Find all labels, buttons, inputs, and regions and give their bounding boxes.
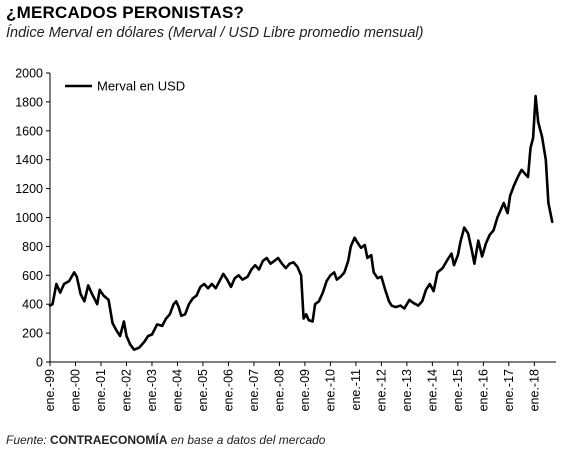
- footer-prefix: Fuente:: [6, 433, 51, 447]
- x-tick-label: ene.-16: [476, 369, 490, 411]
- x-tick-label: ene.-06: [221, 369, 235, 411]
- y-tick-label: 1000: [15, 211, 43, 225]
- x-tick-label: ene.-02: [119, 369, 133, 411]
- x-tick-label: ene.-17: [502, 369, 516, 411]
- x-tick-label: ene.-07: [247, 369, 261, 411]
- y-tick-label: 200: [22, 327, 43, 341]
- y-tick-label: 400: [22, 298, 43, 312]
- legend-label: Merval en USD: [97, 79, 185, 94]
- y-tick-label: 2000: [15, 67, 43, 81]
- x-tick-label: ene.-14: [425, 369, 439, 411]
- x-tick-label: ene.-13: [400, 369, 414, 411]
- x-tick-label: ene.-99: [43, 369, 57, 411]
- x-tick-label: ene.-05: [196, 369, 210, 411]
- chart-subtitle: Índice Merval en dólares (Merval / USD L…: [6, 25, 424, 41]
- chart-title: ¿MERCADOS PERONISTAS?: [6, 3, 245, 22]
- footer-suffix: en base a datos del mercado: [167, 433, 326, 447]
- y-tick-label: 1200: [15, 182, 43, 196]
- x-tick-label: ene.-11: [349, 369, 363, 411]
- x-tick-label: ene.-12: [374, 369, 388, 411]
- x-tick-label: ene.-01: [94, 369, 108, 411]
- x-tick-label: ene.-00: [68, 369, 82, 411]
- x-tick-label: ene.-04: [170, 369, 184, 411]
- x-tick-label: ene.-09: [298, 369, 312, 411]
- footer-source-note: Fuente: CONTRAECONOMÍA en base a datos d…: [6, 433, 325, 447]
- chart-svg: 0 200 400 600 800 1000 1200 1400 1600 1800 2000 ene…: [15, 67, 556, 411]
- footer-source: CONTRAECONOMÍA: [50, 433, 168, 447]
- x-tick-label: ene.-08: [272, 369, 286, 411]
- y-tick-label: 800: [22, 240, 43, 254]
- y-tick-label: 1600: [15, 124, 43, 138]
- y-tick-label: 0: [36, 356, 43, 370]
- y-tick-label: 600: [22, 269, 43, 283]
- y-tick-label: 1400: [15, 153, 43, 167]
- x-tick-label: ene.-15: [451, 369, 465, 411]
- x-tick-label: ene.-03: [145, 369, 159, 411]
- series-line-merval-usd: [48, 94, 554, 351]
- x-tick-label: ene.-18: [527, 369, 541, 411]
- y-tick-label: 1800: [15, 95, 43, 109]
- x-tick-label: ene.-10: [323, 369, 337, 411]
